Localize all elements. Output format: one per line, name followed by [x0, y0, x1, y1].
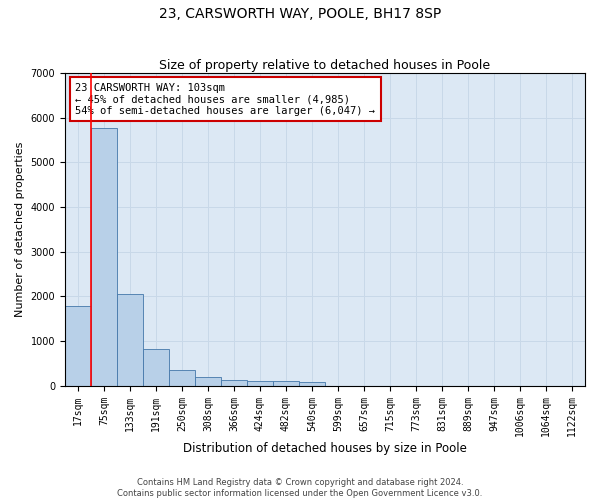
Title: Size of property relative to detached houses in Poole: Size of property relative to detached ho… [160, 59, 491, 72]
Y-axis label: Number of detached properties: Number of detached properties [15, 142, 25, 317]
Text: 23 CARSWORTH WAY: 103sqm
← 45% of detached houses are smaller (4,985)
54% of sem: 23 CARSWORTH WAY: 103sqm ← 45% of detach… [76, 82, 376, 116]
X-axis label: Distribution of detached houses by size in Poole: Distribution of detached houses by size … [183, 442, 467, 455]
Bar [195, 377, 221, 386]
Bar [247, 380, 273, 386]
Bar [169, 370, 195, 386]
Text: 23, CARSWORTH WAY, POOLE, BH17 8SP: 23, CARSWORTH WAY, POOLE, BH17 8SP [159, 8, 441, 22]
Bar [273, 380, 299, 386]
Bar [65, 306, 91, 386]
Text: Contains HM Land Registry data © Crown copyright and database right 2024.
Contai: Contains HM Land Registry data © Crown c… [118, 478, 482, 498]
Bar [117, 294, 143, 386]
Bar [221, 380, 247, 386]
Bar [143, 349, 169, 386]
Bar [91, 128, 117, 386]
Bar [299, 382, 325, 386]
